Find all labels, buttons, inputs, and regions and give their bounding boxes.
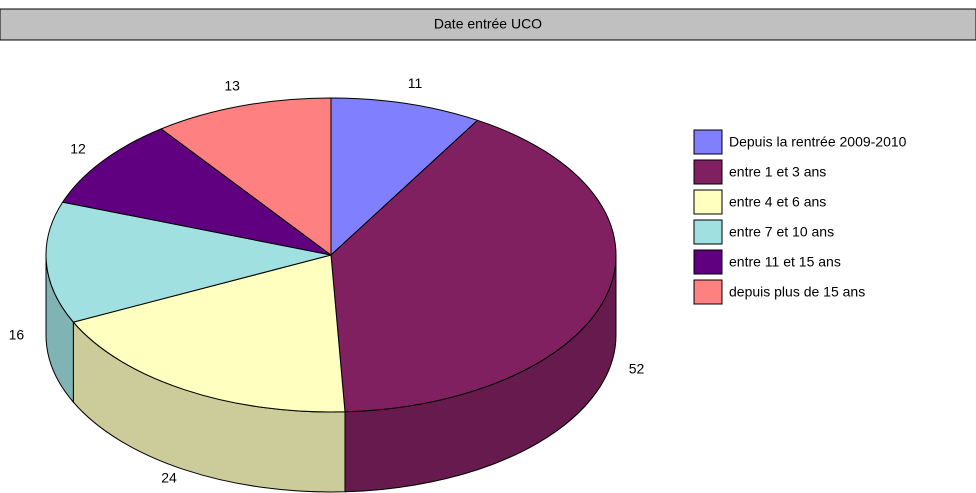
slice xyxy=(330,97,479,257)
slice xyxy=(330,119,617,413)
data-label: 16 xyxy=(9,326,25,342)
title-bar xyxy=(0,8,976,41)
legend-label: Depuis la rentrée 2009-2010 xyxy=(729,134,907,150)
slice xyxy=(45,201,332,323)
data-label: 13 xyxy=(224,78,240,94)
legend-swatch xyxy=(693,219,723,245)
data-label: 12 xyxy=(70,140,86,156)
data-label: 24 xyxy=(161,470,177,486)
slice xyxy=(72,254,346,413)
slice xyxy=(160,97,332,256)
legend-label: entre 1 et 3 ans xyxy=(729,164,826,180)
legend-label: depuis plus de 15 ans xyxy=(729,284,865,300)
legend-swatch xyxy=(693,189,723,215)
data-label: 11 xyxy=(408,75,423,91)
chart-title: Date entrée UCO xyxy=(434,16,542,32)
legend-label: entre 7 et 10 ans xyxy=(729,224,834,240)
data-label: 52 xyxy=(629,361,645,377)
legend-swatch xyxy=(693,159,723,185)
legend-swatch xyxy=(693,279,723,305)
slice xyxy=(61,128,332,256)
legend-label: entre 4 et 6 ans xyxy=(729,194,826,210)
legend-swatch xyxy=(693,249,723,275)
legend-label: entre 11 et 15 ans xyxy=(729,254,841,270)
legend-swatch xyxy=(693,129,723,155)
